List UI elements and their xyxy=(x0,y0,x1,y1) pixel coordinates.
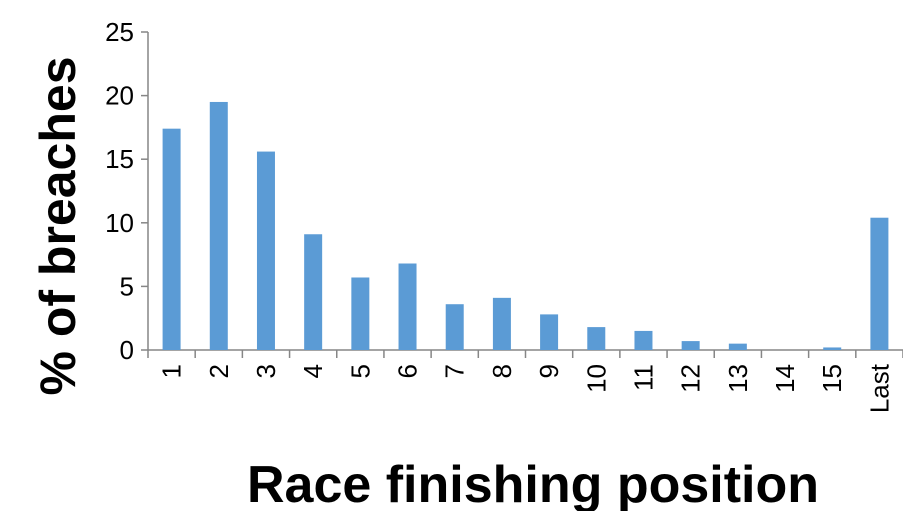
bars xyxy=(162,101,889,351)
y-axis: 0 5 10 15 20 25 xyxy=(105,17,149,365)
y-tick-label: 20 xyxy=(105,81,134,111)
y-tick-label: 10 xyxy=(105,208,134,238)
x-tick-label: 3 xyxy=(251,364,281,378)
bar xyxy=(540,314,559,350)
bar xyxy=(351,277,370,350)
x-tick-label: 5 xyxy=(345,364,375,378)
x-tick-label: Last xyxy=(864,363,894,413)
y-tick-label: 5 xyxy=(120,271,134,301)
x-tick-label: 8 xyxy=(487,364,517,378)
bar xyxy=(256,151,275,350)
bar xyxy=(162,128,181,350)
x-tick-label: 2 xyxy=(204,364,234,378)
bar xyxy=(304,234,323,350)
bar xyxy=(209,101,228,351)
x-tick-label: 14 xyxy=(770,364,800,393)
x-tick-label: 10 xyxy=(581,364,611,393)
bar xyxy=(445,304,464,350)
bar xyxy=(634,330,653,350)
x-axis: 1 2 3 4 5 6 7 8 9 10 11 12 13 14 15 Last xyxy=(147,349,903,413)
bar xyxy=(398,263,417,350)
x-tick-label: 11 xyxy=(628,364,658,391)
y-tick-label: 25 xyxy=(105,17,134,47)
y-axis-title: % of breaches xyxy=(30,56,86,395)
x-tick-label: 6 xyxy=(393,364,423,378)
y-tick-label: 0 xyxy=(120,335,134,365)
x-tick-label: 12 xyxy=(676,364,706,393)
x-tick-label: 15 xyxy=(817,364,847,393)
y-tick-label: 15 xyxy=(105,144,134,174)
x-tick-label: 9 xyxy=(534,364,564,378)
x-tick-label: 1 xyxy=(157,364,187,378)
x-axis-title: Race finishing position xyxy=(247,456,819,511)
bar xyxy=(681,341,700,350)
bar xyxy=(870,217,889,350)
bar xyxy=(492,297,511,350)
x-tick-label: 7 xyxy=(440,364,470,378)
x-tick-label: 4 xyxy=(298,364,328,378)
x-tick-label: 13 xyxy=(723,364,753,393)
bar xyxy=(728,343,747,350)
bar xyxy=(587,327,606,350)
bar xyxy=(823,347,842,350)
